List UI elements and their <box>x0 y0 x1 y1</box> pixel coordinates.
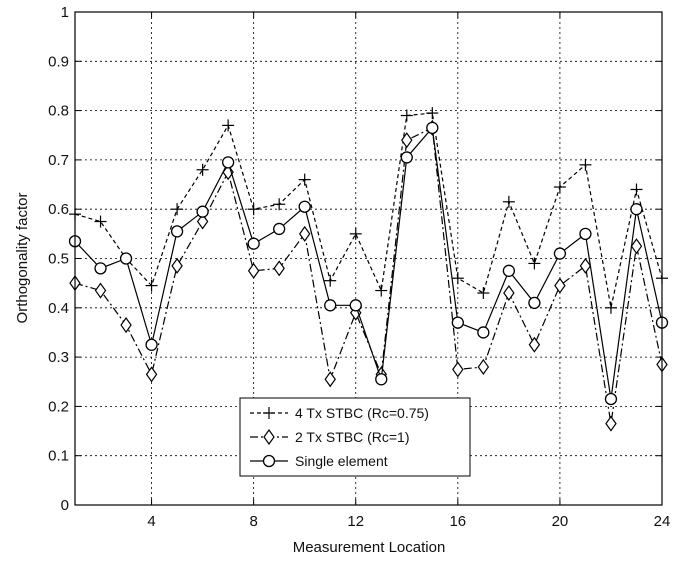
data-point-circle <box>528 296 541 310</box>
data-point-circle <box>273 222 286 236</box>
data-point-plus <box>553 181 566 194</box>
data-point-plus <box>247 203 260 216</box>
data-point-circle <box>502 264 516 277</box>
data-point-plus <box>502 195 515 208</box>
series-circle <box>68 121 669 406</box>
x-tick-label: 24 <box>654 513 671 530</box>
legend-label: Single element <box>295 453 388 469</box>
series-line <box>74 126 663 424</box>
x-tick-label: 20 <box>552 513 569 530</box>
data-point-plus <box>349 227 362 240</box>
y-tick-label: 0.3 <box>48 349 69 366</box>
x-tick-label: 8 <box>249 513 257 530</box>
data-point-circle <box>247 237 260 250</box>
series-line <box>74 112 663 308</box>
data-point-circle <box>477 326 490 339</box>
data-point-plus <box>604 301 617 314</box>
legend-marker-circle <box>262 454 276 468</box>
y-tick-label: 0.2 <box>48 398 69 415</box>
data-point-circle <box>145 338 158 351</box>
series-layer <box>68 107 669 432</box>
data-point-circle <box>604 392 618 406</box>
data-point-diamond <box>324 371 336 388</box>
x-tick-label: 16 <box>449 513 466 530</box>
data-point-diamond <box>477 358 490 375</box>
data-point-plus <box>222 119 235 132</box>
data-point-diamond <box>94 282 107 299</box>
data-point-plus <box>400 109 413 122</box>
y-tick-label: 0.9 <box>48 53 69 70</box>
data-point-circle <box>451 316 464 329</box>
data-point-diamond <box>452 361 464 378</box>
data-point-diamond <box>247 262 260 279</box>
data-point-diamond <box>171 257 183 274</box>
y-tick-label: 0.4 <box>48 300 69 317</box>
y-tick-label: 1 <box>61 4 69 21</box>
data-point-circle <box>553 247 567 260</box>
data-point-plus <box>171 203 184 216</box>
data-point-circle <box>579 227 592 241</box>
y-tick-label: 0.8 <box>48 103 69 120</box>
x-tick-label: 4 <box>147 513 155 530</box>
data-point-plus <box>324 274 337 287</box>
data-point-plus <box>579 158 592 171</box>
data-point-diamond <box>554 277 566 294</box>
data-point-diamond <box>196 213 209 230</box>
data-point-circle <box>375 373 388 386</box>
y-tick-label: 0.6 <box>48 201 69 218</box>
data-point-circle <box>630 203 643 216</box>
plot-frame <box>74 11 663 506</box>
data-point-circle <box>170 225 184 238</box>
data-point-diamond <box>401 132 413 149</box>
legend: 4 Tx STBC (Rc=0.75) 2 Tx STBC (Rc=1) Singl… <box>239 397 471 477</box>
data-point-diamond <box>528 336 541 353</box>
data-point-circle <box>324 299 337 312</box>
data-point-circle <box>196 205 209 218</box>
x-axis-title: Measurement Location <box>293 539 446 556</box>
x-tick-label: 12 <box>347 513 364 530</box>
legend-label: 4 Tx STBC (Rc=0.75) <box>295 405 429 421</box>
data-point-diamond <box>298 225 311 242</box>
legend-marker-diamond <box>263 428 275 446</box>
x-axis-ticks: 4 8 12 16 20 24 <box>147 12 670 530</box>
legend-marker-plus <box>263 407 275 419</box>
data-point-diamond <box>579 257 592 274</box>
data-point-circle <box>400 151 413 164</box>
series-diamond <box>69 119 668 432</box>
data-point-plus <box>196 163 209 176</box>
data-point-circle <box>94 262 107 275</box>
data-point-circle <box>349 299 362 312</box>
data-point-diamond <box>273 260 285 277</box>
data-point-plus <box>94 215 107 228</box>
y-axis-ticks: 0 0.1 0.2 0.3 0.4 0.5 0.6 0.7 0.8 0.9 1 <box>48 4 662 514</box>
series-plus <box>69 107 668 314</box>
data-point-plus <box>145 279 158 292</box>
y-tick-label: 0.5 <box>48 251 69 268</box>
data-point-plus <box>273 198 286 211</box>
data-point-plus <box>426 107 439 120</box>
data-point-plus <box>298 173 311 186</box>
data-point-diamond <box>630 238 643 255</box>
data-point-circle <box>119 252 133 265</box>
data-point-plus <box>528 257 541 270</box>
data-point-plus <box>477 287 490 300</box>
data-point-diamond <box>503 284 515 302</box>
y-tick-label: 0.1 <box>48 448 69 465</box>
data-point-plus <box>375 284 388 297</box>
data-point-circle <box>298 200 311 213</box>
data-point-circle <box>221 156 235 169</box>
y-tick-label: 0 <box>61 497 69 514</box>
data-point-diamond <box>145 366 158 383</box>
data-point-plus <box>630 183 643 196</box>
data-point-circle <box>426 121 439 135</box>
data-point-diamond <box>605 415 617 432</box>
y-tick-label: 0.7 <box>48 152 69 169</box>
legend-label: 2 Tx STBC (Rc=1) <box>295 429 410 445</box>
data-point-plus <box>451 272 464 285</box>
data-point-diamond <box>120 317 132 334</box>
y-axis-title: Orthogonality factor <box>14 193 31 324</box>
